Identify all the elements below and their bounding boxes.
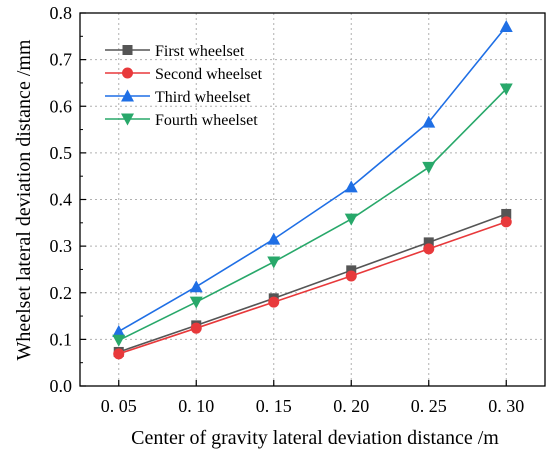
data-point-s1-3 (346, 265, 357, 276)
series-1 (113, 208, 512, 357)
series-line-4 (118, 88, 507, 342)
series-line-2 (118, 221, 507, 355)
data-point-s4-4 (422, 161, 436, 174)
y-tick-label: 0.3 (50, 236, 73, 256)
y-tick-label: 0.7 (50, 50, 73, 70)
y-tick-label: 0.4 (50, 190, 73, 210)
series-line-1 (118, 213, 507, 353)
x-tick-label: 0. 15 (256, 396, 292, 416)
legend-marker (121, 89, 134, 102)
data-point-s4-2 (267, 256, 281, 269)
legend-marker (122, 45, 133, 55)
grid-lines (80, 12, 545, 386)
legend-marker (121, 113, 134, 126)
series-2 (113, 216, 512, 360)
data-point-s2-0 (113, 348, 125, 360)
data-point-s2-1 (190, 322, 202, 334)
legend-entry-2: Second wheelset (105, 66, 263, 83)
x-tick-label: 0. 25 (411, 396, 447, 416)
x-tick-label: 0. 05 (101, 396, 137, 416)
legend-label: First wheelset (155, 43, 245, 60)
legend-label: Third wheelset (155, 89, 251, 106)
y-tick-label: 0.8 (50, 3, 73, 23)
y-tick-label: 0.2 (50, 283, 73, 303)
data-point-s3-3 (344, 180, 358, 193)
series-4 (112, 83, 513, 347)
y-tick-label: 0.5 (50, 143, 73, 163)
data-point-s1-4 (423, 237, 434, 248)
series-3 (112, 20, 513, 337)
x-tick-label: 0. 30 (488, 396, 524, 416)
data-point-s3-5 (499, 20, 513, 33)
y-tick-label: 0.0 (50, 376, 73, 396)
legend-label: Second wheelset (155, 66, 263, 83)
data-point-s2-2 (268, 296, 280, 308)
y-axis-title: Wheelset lateral deviation distance /mm (13, 39, 35, 360)
legend-entry-3: Third wheelset (105, 89, 251, 106)
data-point-s1-5 (501, 208, 512, 219)
x-tick-label: 0. 20 (333, 396, 369, 416)
legend-marker (122, 67, 133, 79)
data-point-s3-2 (267, 232, 281, 245)
legend-entry-1: First wheelset (105, 43, 245, 60)
data-point-s4-5 (499, 83, 513, 96)
data-point-s3-4 (422, 115, 436, 128)
data-point-s4-1 (189, 296, 203, 309)
legend: First wheelset Second wheelset Third wheel… (105, 43, 263, 129)
data-point-s4-0 (112, 334, 126, 347)
series-group (112, 20, 513, 360)
data-point-s2-3 (345, 270, 357, 282)
series-line-3 (118, 26, 507, 333)
data-point-s2-4 (423, 243, 435, 255)
data-point-s2-5 (500, 216, 512, 228)
x-axis-title: Center of gravity lateral deviation dist… (131, 427, 499, 449)
y-tick-label: 0.1 (50, 329, 73, 349)
data-point-s3-1 (189, 280, 203, 293)
data-point-s3-0 (112, 324, 126, 337)
y-tick-label: 0.6 (50, 96, 73, 116)
axes: 0.0 0.1 0.2 0.3 0.4 0.5 0.6 0.7 0.8 0. 05 0. 10 0. … (50, 3, 546, 416)
legend-label: Fourth wheelset (155, 112, 258, 129)
legend-entry-4: Fourth wheelset (105, 112, 258, 129)
x-tick-label: 0. 10 (178, 396, 214, 416)
data-point-s4-3 (344, 213, 358, 226)
